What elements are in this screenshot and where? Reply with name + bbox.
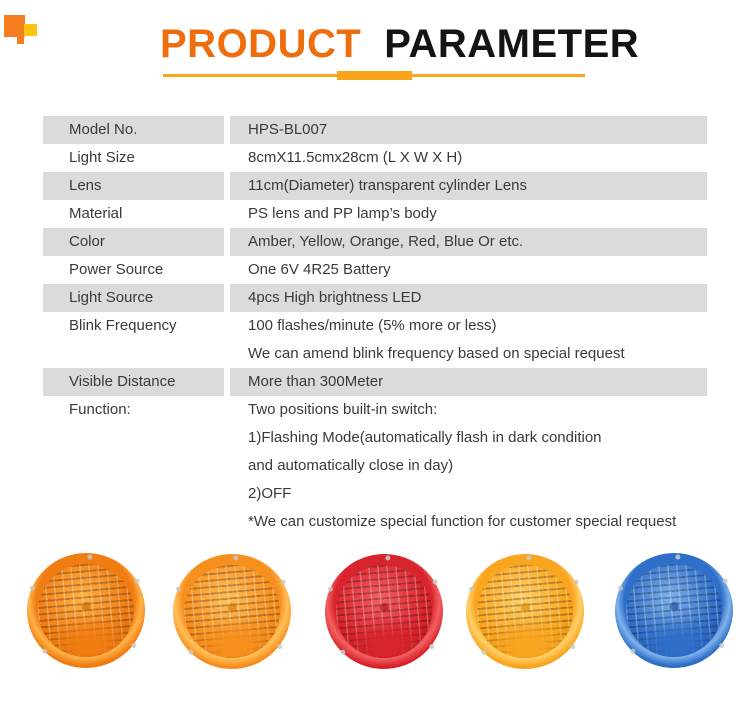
screw-icon — [29, 585, 35, 591]
logo-square-yellow-icon — [24, 24, 37, 36]
screw-icon — [675, 554, 681, 560]
screw-icon — [134, 578, 140, 584]
row-value: 100 flashes/minute (5% more or less) We … — [230, 312, 707, 368]
row-value-line: Amber, Yellow, Orange, Red, Blue Or etc. — [248, 233, 524, 250]
row-value: 11cm(Diameter) transparent cylinder Lens — [230, 172, 707, 200]
row-label: Material — [69, 205, 123, 222]
row-value-line: PS lens and PP lamp’s body — [248, 205, 437, 222]
table-row-power-source: Power Source One 6V 4R25 Battery — [43, 256, 707, 284]
row-label: Visible Distance — [43, 368, 224, 396]
screw-icon — [277, 644, 283, 650]
screw-icon — [573, 579, 579, 585]
row-value-line: 1)Flashing Mode(automatically flash in d… — [248, 429, 602, 446]
screw-icon — [432, 579, 438, 585]
row-value: More than 300Meter — [230, 368, 707, 396]
screw-icon — [280, 579, 286, 585]
screw-icon — [617, 585, 623, 591]
warning-lamp-orange-image — [22, 548, 150, 673]
page-title-product: PRODUCT — [160, 22, 362, 66]
row-value: Two positions built-in switch: 1)Flashin… — [230, 396, 707, 536]
spec-table: Model No. HPS-BL007 Light Size 8cmX11.5c… — [43, 116, 707, 536]
title-underline — [163, 71, 585, 80]
logo-square-orange-icon — [4, 15, 25, 37]
row-label: Power Source — [69, 261, 164, 278]
screw-icon — [175, 586, 181, 592]
logo-square-small-icon — [17, 37, 24, 44]
table-row-function: Function: Two positions built-in switch:… — [43, 396, 707, 536]
table-row-color: Color Amber, Yellow, Orange, Red, Blue O… — [43, 228, 707, 256]
table-row-lens: Lens 11cm(Diameter) transparent cylinder… — [43, 172, 707, 200]
row-value: Amber, Yellow, Orange, Red, Blue Or etc. — [230, 228, 707, 256]
page-title-parameter: PARAMETER — [384, 22, 640, 66]
row-label: Light Size — [69, 149, 135, 166]
screw-icon — [327, 586, 333, 592]
table-row-light-source: Light Source 4pcs High brightness LED — [43, 284, 707, 312]
row-label: Color — [43, 228, 224, 256]
row-label: Blink Frequency — [69, 317, 177, 334]
row-value-line: *We can customize special function for c… — [248, 513, 677, 530]
row-label: Model No. — [43, 116, 224, 144]
table-row-blink-frequency: Blink Frequency 100 flashes/minute (5% m… — [43, 312, 707, 368]
row-value: One 6V 4R25 Battery — [230, 256, 707, 284]
row-value-line: 2)OFF — [248, 485, 292, 502]
page-title: PRODUCT PARAMETER — [160, 22, 639, 67]
row-value-line: 11cm(Diameter) transparent cylinder Lens — [248, 177, 528, 194]
row-value-line: More than 300Meter — [248, 373, 384, 390]
screw-icon — [629, 648, 636, 654]
warning-lamp-orange2-image — [168, 549, 296, 674]
screw-icon — [722, 578, 728, 584]
row-value: 4pcs High brightness LED — [230, 284, 707, 312]
screw-icon — [570, 644, 576, 650]
table-row-light-size: Light Size 8cmX11.5cmx28cm (L X W X H) — [43, 144, 707, 172]
table-row-model-no: Model No. HPS-BL007 — [43, 116, 707, 144]
row-value: PS lens and PP lamp’s body — [230, 200, 707, 228]
screw-icon — [719, 643, 725, 649]
warning-lamp-amber-image — [461, 549, 589, 674]
row-label: Light Source — [43, 284, 224, 312]
screw-icon — [526, 555, 532, 561]
warning-lamp-blue-image — [610, 548, 738, 673]
row-value-line: HPS-BL007 — [248, 121, 328, 138]
screw-icon — [480, 649, 487, 655]
row-label: Function: — [69, 401, 131, 418]
table-row-material: Material PS lens and PP lamp’s body — [43, 200, 707, 228]
row-value-line: and automatically close in day) — [248, 457, 454, 474]
screw-icon — [468, 586, 474, 592]
title-underline-thick-segment — [337, 71, 412, 80]
screw-icon — [339, 649, 346, 655]
row-value-line: Two positions built-in switch: — [248, 401, 438, 418]
screw-icon — [233, 555, 239, 561]
screw-icon — [131, 643, 137, 649]
row-value-line: 100 flashes/minute (5% more or less) — [248, 317, 497, 334]
row-value-line: One 6V 4R25 Battery — [248, 261, 391, 278]
row-value-line: We can amend blink frequency based on sp… — [248, 345, 625, 362]
row-label: Lens — [43, 172, 224, 200]
row-value-line: 4pcs High brightness LED — [248, 289, 422, 306]
row-value: 8cmX11.5cmx28cm (L X W X H) — [230, 144, 707, 172]
table-row-visible-distance: Visible Distance More than 300Meter — [43, 368, 707, 396]
screw-icon — [41, 648, 48, 654]
warning-lamp-red-image — [320, 549, 448, 674]
screw-icon — [87, 554, 93, 560]
screw-icon — [187, 649, 194, 655]
screw-icon — [429, 644, 435, 650]
screw-icon — [385, 555, 391, 561]
row-value-line: 8cmX11.5cmx28cm (L X W X H) — [248, 149, 463, 166]
row-value: HPS-BL007 — [230, 116, 707, 144]
